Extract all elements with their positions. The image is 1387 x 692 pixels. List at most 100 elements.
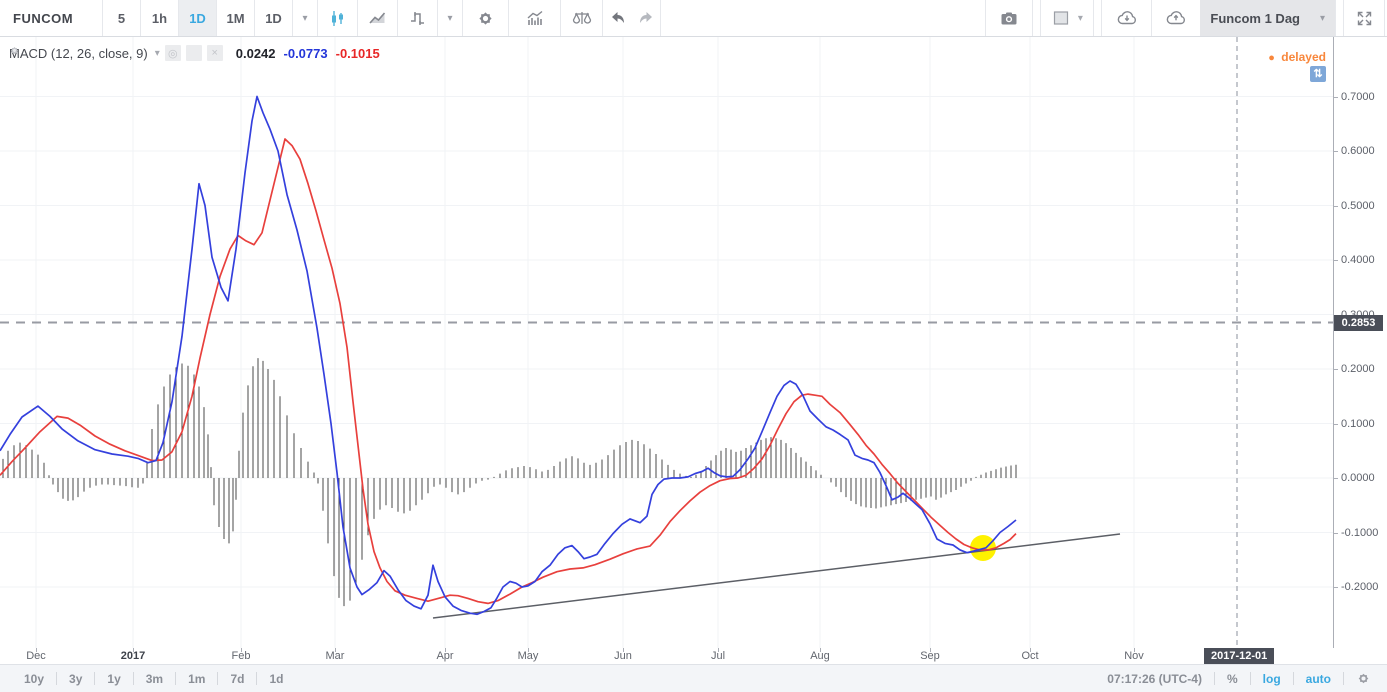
indicators-button[interactable] <box>509 0 561 36</box>
time-tickmark <box>335 648 336 652</box>
price-tick-label: 0.4000 <box>1341 254 1375 266</box>
cloud-upload-icon <box>1167 11 1186 25</box>
chevron-down-icon: ▾ <box>447 12 453 24</box>
separator <box>94 672 96 685</box>
price-tick-label: 0.5000 <box>1341 200 1375 212</box>
price-tickmark <box>1334 369 1338 370</box>
range-button-10y[interactable]: 10y <box>24 671 45 686</box>
interval-button-1m-3[interactable]: 1M <box>217 0 255 36</box>
last-value-badge: 0.2853 <box>1334 315 1383 331</box>
price-tickmark <box>1334 478 1338 479</box>
scales-icon <box>572 11 591 24</box>
chart-style-menu-button[interactable]: ▾ <box>438 0 463 36</box>
chart-style-step-button[interactable] <box>398 0 438 36</box>
interval-button-1h-1[interactable]: 1h <box>141 0 179 36</box>
time-tickmark <box>930 648 931 652</box>
time-tickmark <box>528 648 529 652</box>
range-button-1m[interactable]: 1m <box>188 671 206 686</box>
axis-settings-button[interactable] <box>1344 671 1377 686</box>
gear-icon <box>1358 673 1369 684</box>
separator <box>1249 672 1251 685</box>
price-axis[interactable]: 0.70000.60000.50000.40000.30000.20000.10… <box>1334 37 1387 648</box>
symbol-label: FUNCOM <box>13 10 74 26</box>
toolbar-left-group: FUNCOM 5 1h 1D 1M 1D ▾ <box>0 0 661 36</box>
range-button-1d[interactable]: 1d <box>269 671 284 686</box>
price-tick-label: 0.1000 <box>1341 418 1375 430</box>
separator <box>132 672 134 685</box>
time-tick-label-jul: Jul <box>710 650 726 662</box>
layout-select-button[interactable]: ▾ <box>1041 0 1094 36</box>
layout-name-chip[interactable]: Funcom 1 Dag <box>1200 0 1310 36</box>
log-scale-button[interactable]: log <box>1262 671 1281 686</box>
interval-button-1d-2[interactable]: 1D <box>179 0 217 36</box>
time-tick-label-apr: Apr <box>436 650 454 662</box>
time-tick-label-oct: Oct <box>1021 650 1039 662</box>
redo-arrow-icon <box>640 12 652 23</box>
close-icon: × <box>211 47 218 59</box>
indicator-settings-button[interactable] <box>10 45 202 61</box>
snapshot-button[interactable] <box>986 0 1033 36</box>
interval-menu-button[interactable]: ▾ <box>293 0 318 36</box>
indicator-remove-button[interactable]: × <box>206 45 223 61</box>
symbol-input[interactable]: FUNCOM <box>0 0 103 36</box>
time-tick-label-2017: 2017 <box>120 650 146 662</box>
time-tick-label-mar: Mar <box>325 650 345 662</box>
time-tickmark <box>445 648 446 652</box>
time-tickmark <box>241 648 242 652</box>
macd-value: -0.0773 <box>283 45 328 61</box>
load-layout-button[interactable] <box>1102 0 1153 36</box>
chart-canvas[interactable]: MACD (12, 26, close, 9) ▾ ◎ × 0.0242 -0.… <box>0 37 1334 649</box>
macd-plot <box>0 37 1333 648</box>
separator <box>1213 672 1215 685</box>
save-layout-button[interactable] <box>1152 0 1201 36</box>
separator <box>56 672 58 685</box>
layout-name-label: Funcom 1 Dag <box>1210 10 1300 26</box>
candles-icon <box>332 10 343 26</box>
delayed-label: delayed <box>1281 50 1326 64</box>
chart-style-line-button[interactable] <box>358 0 398 36</box>
camera-icon <box>1001 12 1017 24</box>
undo-arrow-icon <box>611 12 624 23</box>
interval-button-5-0[interactable]: 5 <box>103 0 141 36</box>
percent-scale-button[interactable]: % <box>1226 671 1238 686</box>
clock-label: 07:17:26 (UTC-4) <box>1107 671 1202 686</box>
chevron-down-icon: ▾ <box>1077 12 1083 24</box>
redo-button[interactable] <box>632 0 661 36</box>
time-tickmark <box>820 648 821 652</box>
range-button-7d[interactable]: 7d <box>230 671 245 686</box>
layout-menu-button[interactable]: ▾ <box>1310 0 1335 36</box>
histogram-value: 0.0242 <box>235 45 276 61</box>
chevron-down-icon: ▾ <box>1319 12 1326 24</box>
range-button-1y[interactable]: 1y <box>107 671 121 686</box>
time-tick-label-jun: Jun <box>614 650 632 662</box>
time-axis[interactable]: Dec 2017 Feb Mar Apr May Jun Jul Aug Sep Oct Nov 201… <box>0 648 1387 664</box>
chevron-down-icon[interactable]: ▾ <box>154 47 160 59</box>
layout-grid-icon <box>1053 11 1069 25</box>
indicator-visibility-button[interactable]: ◎ <box>164 45 181 61</box>
top-toolbar: FUNCOM 5 1h 1D 1M 1D ▾ <box>0 0 1387 37</box>
time-tick-label-may: May <box>517 650 539 662</box>
separator <box>256 672 258 685</box>
eye-icon: ◎ <box>167 47 178 60</box>
delayed-data-badge: ● delayed <box>1268 50 1326 64</box>
bottom-right-group: 07:17:26 (UTC-4) % log auto <box>1095 671 1387 686</box>
range-button-3y[interactable]: 3y <box>69 671 83 686</box>
auto-scale-button[interactable]: auto <box>1305 671 1331 686</box>
fullscreen-button[interactable] <box>1344 0 1384 36</box>
price-tickmark <box>1334 206 1338 207</box>
compare-button[interactable] <box>561 0 603 36</box>
price-tick-label: 0.6000 <box>1341 145 1375 157</box>
chart-properties-button[interactable] <box>463 0 509 36</box>
range-button-3m[interactable]: 3m <box>145 671 164 686</box>
price-tick-label: 0.2000 <box>1341 363 1375 375</box>
time-tickmark <box>1134 648 1135 652</box>
toolbar-right-group: ▾ <box>985 0 1387 36</box>
bottom-toolbar: 10y 3y 1y 3m 1m 7d 1d 07:17:26 (UTC-4) % log a… <box>0 664 1387 692</box>
separator <box>175 672 177 685</box>
time-tick-label-nov: Nov <box>1124 650 1144 662</box>
time-tickmark <box>623 648 624 652</box>
chart-style-candles-button[interactable] <box>318 0 358 36</box>
pane-resize-button[interactable]: ⇅ <box>1310 66 1326 82</box>
interval-button-1d-4[interactable]: 1D <box>255 0 293 36</box>
undo-button[interactable] <box>603 0 632 36</box>
